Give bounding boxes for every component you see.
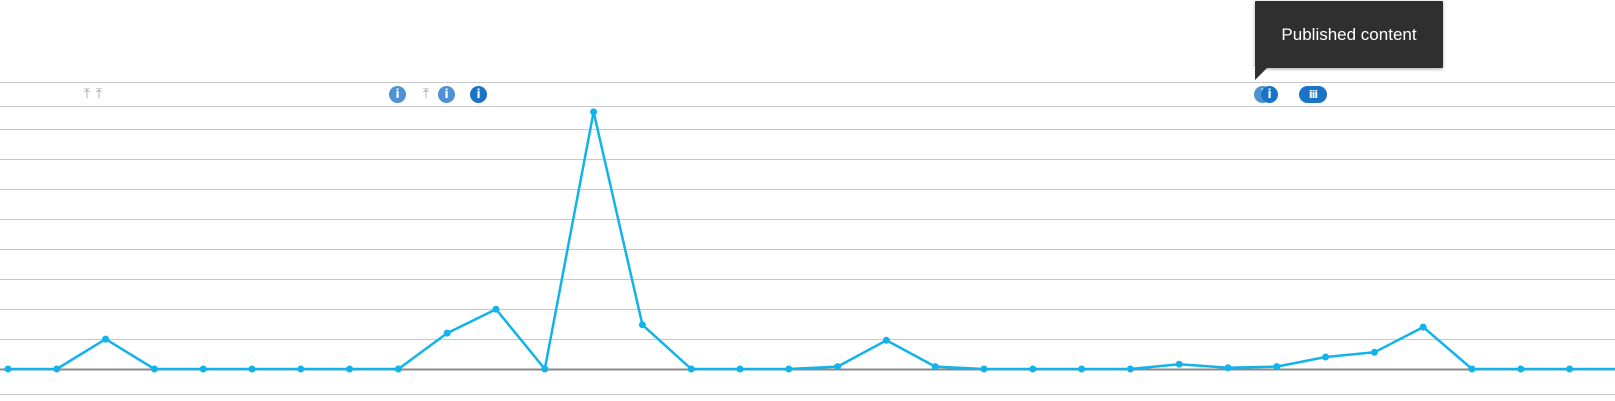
data-point xyxy=(687,365,695,373)
publish-arrow-icon[interactable]: ⤒ xyxy=(422,86,430,102)
info-icon[interactable]: i xyxy=(389,86,406,103)
data-point xyxy=(297,365,305,373)
data-point xyxy=(492,305,500,313)
tooltip-tail xyxy=(1255,68,1267,80)
data-point xyxy=(1517,365,1525,373)
data-point xyxy=(1126,365,1134,373)
info-icon[interactable]: i xyxy=(438,86,455,103)
data-point xyxy=(931,363,939,371)
data-point xyxy=(638,321,646,329)
data-point xyxy=(1566,365,1574,373)
data-point xyxy=(346,365,354,373)
data-point xyxy=(1468,365,1476,373)
series-line xyxy=(8,110,1615,371)
data-point xyxy=(1175,360,1183,368)
data-point xyxy=(1322,353,1330,361)
tooltip: Published content xyxy=(1255,1,1443,68)
data-point xyxy=(443,329,451,337)
info-icon[interactable]: i xyxy=(1261,86,1278,103)
data-point xyxy=(541,365,549,373)
info-icon[interactable]: i xyxy=(470,86,487,103)
publish-arrow-icon[interactable]: ⤒ xyxy=(83,86,91,102)
data-point xyxy=(248,365,256,373)
data-point xyxy=(102,335,110,343)
data-point xyxy=(1078,365,1086,373)
publish-arrow-icon[interactable]: ⤒ xyxy=(95,86,103,102)
data-point xyxy=(150,365,158,373)
data-point xyxy=(1419,323,1427,331)
data-point xyxy=(1224,364,1232,372)
data-point xyxy=(1273,363,1281,371)
data-point xyxy=(882,336,890,344)
data-point xyxy=(590,108,598,116)
data-point xyxy=(4,365,12,373)
data-point xyxy=(53,365,61,373)
data-point xyxy=(394,365,402,373)
data-point xyxy=(980,365,988,373)
data-point xyxy=(785,365,793,373)
data-point xyxy=(736,365,744,373)
data-point xyxy=(834,363,842,371)
data-point xyxy=(199,365,207,373)
data-point xyxy=(1029,365,1037,373)
data-point xyxy=(1370,348,1378,356)
info-cluster-icon[interactable]: iii xyxy=(1299,86,1327,103)
